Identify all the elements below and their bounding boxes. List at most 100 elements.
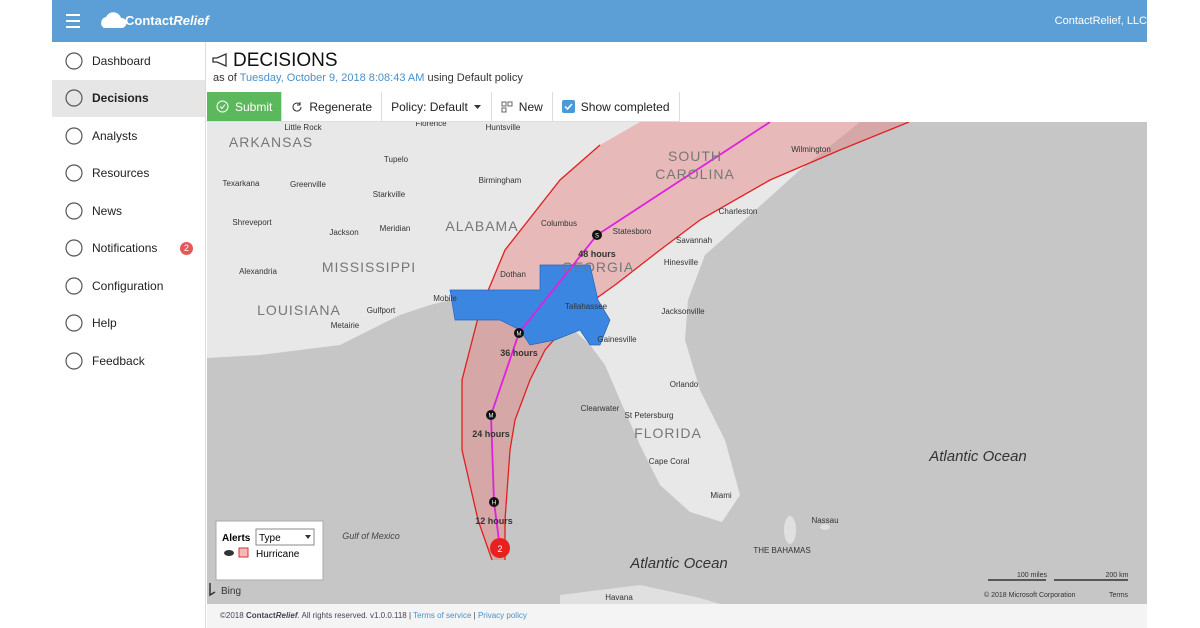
- nav-item[interactable]: Help: [52, 305, 205, 343]
- cuba: [560, 585, 720, 604]
- map-label: Metairie: [331, 321, 360, 330]
- legend-title: Alerts: [222, 533, 251, 544]
- page-title: DECISIONS: [233, 50, 338, 71]
- cone-edge: [461, 144, 601, 561]
- icon-shape: [65, 202, 83, 220]
- policy-dropdown[interactable]: Policy: Default: [382, 92, 492, 121]
- select-caret: [305, 535, 311, 539]
- menu-icon[interactable]: [64, 0, 88, 42]
- nav-icon: [65, 352, 83, 370]
- map-terms: Terms: [1109, 592, 1129, 599]
- nav-item[interactable]: Notifications 2: [52, 230, 205, 268]
- map-label: Alexandria: [239, 267, 277, 276]
- nav-item[interactable]: Resources: [52, 155, 205, 193]
- icon-shape: [65, 52, 83, 70]
- nav-icon: [65, 89, 83, 107]
- map-label: Clearwater: [581, 404, 620, 413]
- regen-icon: [292, 101, 302, 112]
- asof-prefix: as of: [213, 72, 237, 84]
- nav-label: Configuration: [92, 278, 164, 293]
- track-time: 12 hours: [475, 516, 513, 526]
- island: [784, 516, 796, 544]
- nav-item[interactable]: Decisions: [52, 79, 205, 117]
- caret: [473, 104, 481, 109]
- asof-date: Tuesday, October 9, 2018 8:08:43 AM: [239, 72, 425, 84]
- storm-label: 2: [497, 544, 502, 554]
- nav-label: Help: [92, 316, 117, 331]
- new-button[interactable]: New: [492, 92, 553, 121]
- footer: ©2018 ContactRelief. All rights reserved…: [207, 604, 1147, 628]
- nav-item[interactable]: Configuration: [52, 267, 205, 305]
- map-label: ALABAMA: [445, 218, 518, 234]
- cone: [462, 122, 909, 560]
- nav-label: Notifications: [92, 241, 158, 256]
- map-label: Gulfport: [367, 306, 396, 315]
- map[interactable]: ARKANSAS Little Rock Florence Huntsville Tup…: [207, 122, 1147, 604]
- submit-button[interactable]: Submit: [207, 92, 283, 121]
- map-label: Florence: [415, 122, 447, 128]
- nav-item[interactable]: Analysts: [52, 117, 205, 155]
- map-label: CAROLINA: [655, 166, 735, 182]
- map-label: Greenville: [290, 180, 327, 189]
- track-point-label: H: [492, 501, 496, 507]
- legend-item: Hurricane: [256, 549, 300, 560]
- map-label: FLORIDA: [634, 425, 702, 441]
- asof: as of Tuesday, October 9, 2018 8:08:43 A…: [213, 72, 523, 84]
- map-label: Atlantic Ocean: [629, 555, 728, 572]
- map-label: Savannah: [676, 236, 712, 245]
- nav-item[interactable]: Dashboard: [52, 42, 205, 80]
- icon-shape: [65, 127, 83, 145]
- map-label: Cape Coral: [649, 457, 690, 466]
- account[interactable]: ContactRelief, LLC: [1054, 15, 1147, 27]
- map-label: Gulf of Mexico: [342, 531, 400, 541]
- top-bar: ContactRelief ContactRelief, LLC: [52, 0, 1147, 42]
- brand: ContactRelief: [125, 13, 209, 28]
- map-label: St Petersburg: [625, 411, 674, 420]
- legend-select-label: Type: [259, 533, 281, 544]
- track-point-label: M: [517, 332, 522, 338]
- track-time: 48 hours: [578, 249, 616, 259]
- alert-counties: [449, 264, 611, 346]
- foot-brand-b: Relief: [275, 611, 298, 620]
- new-label: New: [518, 99, 543, 114]
- track-point-label: S: [595, 234, 599, 240]
- map-label: Jacksonville: [661, 307, 705, 316]
- badge: 2: [180, 241, 193, 255]
- map-label: Atlantic Ocean: [928, 448, 1027, 465]
- track-point: [592, 230, 602, 240]
- nav-item[interactable]: Feedback: [52, 342, 205, 380]
- toolbar: Submit Regenerate Policy: Default New Sh…: [207, 92, 680, 122]
- bing-mark: [209, 583, 216, 597]
- sep: |: [473, 611, 476, 620]
- regenerate-button[interactable]: Regenerate: [282, 92, 383, 121]
- legend-swatch: [238, 547, 249, 558]
- track-time: 24 hours: [472, 429, 510, 439]
- submit-label: Submit: [235, 99, 273, 114]
- map-label: Nassau: [811, 516, 838, 525]
- tos-link[interactable]: Terms of service: [413, 611, 472, 620]
- show-completed-label: Show completed: [580, 99, 670, 114]
- map-label: SOUTH: [668, 148, 722, 164]
- privacy-link[interactable]: Privacy policy: [477, 611, 527, 620]
- scale-label: 200 km: [1106, 572, 1129, 579]
- legend-select: [255, 528, 315, 546]
- map-label: Miami: [710, 491, 732, 500]
- checkbox: [561, 100, 575, 113]
- map-label: Shreveport: [232, 218, 272, 227]
- map-label: Columbus: [541, 219, 577, 228]
- track-time: 36 hours: [500, 348, 538, 358]
- nav-label: News: [92, 203, 123, 218]
- icon-shape: [65, 89, 83, 107]
- bing-logo: Bing: [221, 586, 241, 597]
- show-completed[interactable]: Show completed: [553, 92, 680, 121]
- nav-item[interactable]: News: [52, 192, 205, 230]
- icon-shape: [65, 239, 83, 257]
- policy-label: Policy: Default: [391, 99, 468, 114]
- map-label: Havana: [605, 593, 633, 602]
- map-label: Dothan: [500, 270, 526, 279]
- map-label: Huntsville: [486, 123, 521, 132]
- title-icon: [212, 52, 227, 68]
- scale-label: 100 miles: [1017, 572, 1047, 579]
- asof-policy: using Default policy: [427, 72, 523, 84]
- submit-icon: [216, 100, 229, 113]
